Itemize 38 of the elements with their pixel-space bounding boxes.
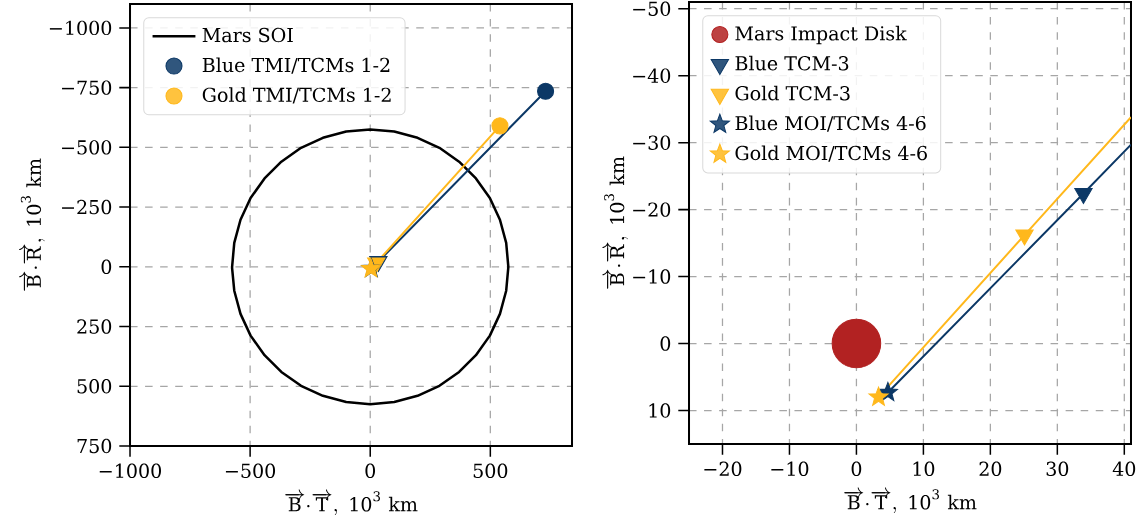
x-tick-label: −20 <box>704 461 742 477</box>
legend-label: Mars Impact Disk <box>735 25 907 45</box>
y-tick-label: 750 <box>77 438 112 454</box>
x-tick-label: 0 <box>851 461 862 477</box>
y-tick-label: 500 <box>77 379 112 394</box>
legend-label: Mars SOI <box>202 27 293 43</box>
y-tick-label: −500 <box>62 140 112 155</box>
y-tick-label: 250 <box>77 319 112 334</box>
y-axis-title: $\overrightarrow{\mathrm{B}}{\cdot}\overrightarrow{\mathrm{R}}\mathrm{,\ 10^{3}\ km}$ <box>19 158 45 291</box>
x-axis-title: $\overrightarrow{\mathrm{B}}{\cdot}\overrightarrow{\mathrm{T}}\mathrm{,\ 10^{3}\ km}$ <box>285 489 418 516</box>
x-tick-label: 30 <box>1046 461 1069 477</box>
y-tick-label: −750 <box>62 80 112 95</box>
legend-label: Gold TMI/TCMs 1-2 <box>202 87 391 104</box>
x-tick-label: 40 <box>1112 461 1136 477</box>
y-tick-label: −250 <box>62 199 112 215</box>
x-tick-label: −500 <box>225 463 276 479</box>
x-tick-label: 500 <box>473 463 508 479</box>
y-tick-label: −20 <box>633 202 671 217</box>
y-tick-label: −10 <box>633 269 671 284</box>
y-tick-label: 0 <box>101 259 112 275</box>
legend-label: Blue TMI/TCMs 1-2 <box>202 57 390 74</box>
legend-label: Gold MOI/TCMs 4-6 <box>735 145 927 162</box>
y-tick-label: −40 <box>633 68 671 83</box>
y-tick-label: −30 <box>633 135 671 150</box>
y-tick-label: 0 <box>660 336 671 351</box>
x-tick-label: −10 <box>771 461 809 477</box>
y-tick-label: −50 <box>633 1 671 16</box>
y-axis-title: $\overrightarrow{\mathrm{B}}{\cdot}\overrightarrow{\mathrm{R}}\mathrm{,\ 10^{3}\ km}$ <box>602 156 628 289</box>
x-tick-label: 0 <box>365 463 376 479</box>
legend-label: Blue TCM-3 <box>735 55 849 71</box>
x-tick-label: 10 <box>913 461 935 477</box>
y-tick-label: 10 <box>649 403 671 418</box>
legend-label: Gold TCM-3 <box>735 85 850 101</box>
legend-label: Blue MOI/TCMs 4-6 <box>735 115 926 132</box>
x-tick-label: 20 <box>979 461 1002 477</box>
x-axis-title: $\overrightarrow{\mathrm{B}}{\cdot}\overrightarrow{\mathrm{T}}\mathrm{,\ 10^{3}\ km}$ <box>844 487 977 514</box>
x-tick-label: −1000 <box>99 463 161 479</box>
y-tick-label: −1000 <box>49 20 112 36</box>
